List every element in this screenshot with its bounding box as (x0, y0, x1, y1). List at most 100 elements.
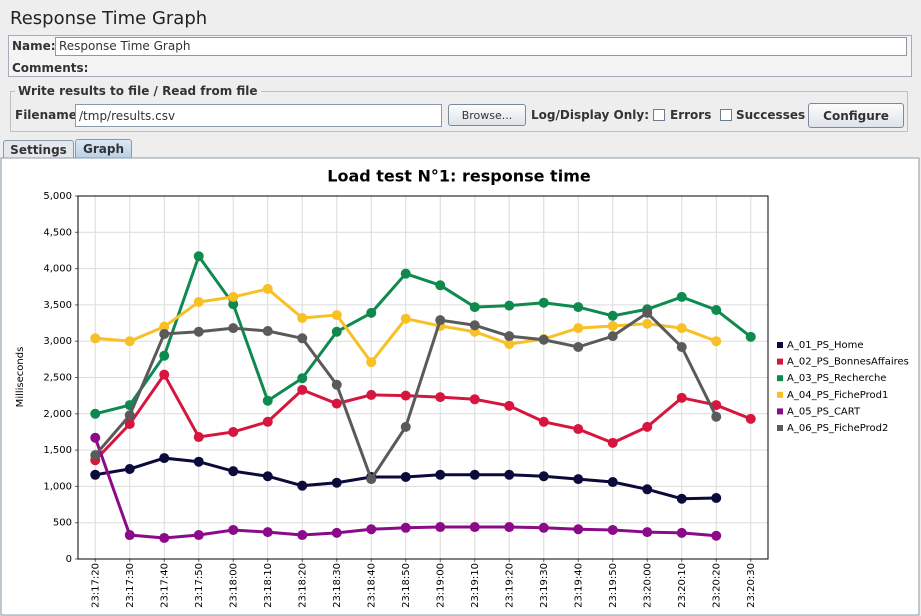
filename-input[interactable]: /tmp/results.csv (75, 104, 442, 127)
data-point (297, 312, 308, 323)
data-point (573, 424, 584, 435)
data-point (193, 326, 204, 337)
data-point (435, 522, 446, 533)
data-point (400, 313, 411, 324)
browse-button[interactable]: Browse... (448, 104, 526, 126)
data-point (124, 418, 135, 429)
y-tick-label: 2,500 (43, 373, 72, 384)
legend-label: A_02_PS_BonnesAffaires (787, 357, 909, 368)
data-point (676, 392, 687, 403)
series-line (94, 253, 752, 416)
data-point (262, 416, 273, 427)
y-tick-label: 500 (53, 518, 72, 529)
data-point (124, 530, 135, 541)
chart-title: Load test N°1: response time (327, 167, 591, 186)
y-tick-label: 4,500 (43, 227, 72, 238)
configure-button[interactable]: Configure (808, 103, 904, 128)
x-tick-label: 23:19:10 (470, 563, 481, 608)
data-point (435, 469, 446, 480)
data-point (366, 389, 377, 400)
data-point (538, 471, 549, 482)
x-tick-label: 23:19:40 (573, 563, 584, 608)
data-point (193, 251, 204, 262)
data-point (331, 326, 342, 337)
data-point (400, 471, 411, 482)
y-tick-label: 4,000 (43, 264, 72, 275)
legend-label: A_01_PS_Home (787, 340, 863, 351)
data-point (676, 342, 687, 353)
x-tick-label: 23:19:50 (608, 563, 619, 608)
data-point (366, 307, 377, 318)
data-point (676, 493, 687, 504)
data-point (331, 310, 342, 321)
data-point (676, 291, 687, 302)
data-point (538, 522, 549, 533)
legend-label: A_05_PS_CART (787, 406, 861, 417)
legend-swatch (777, 342, 783, 348)
data-point (469, 320, 480, 331)
data-point (193, 296, 204, 307)
y-tick-label: 5,000 (43, 191, 72, 202)
y-tick-label: 0 (66, 554, 72, 565)
data-point (607, 524, 618, 535)
x-tick-label: 23:18:40 (366, 563, 377, 608)
data-point (193, 530, 204, 541)
y-tick-label: 3,000 (43, 336, 72, 347)
data-point (331, 379, 342, 390)
data-point (159, 350, 170, 361)
file-group (10, 91, 908, 132)
legend-label: A_04_PS_FicheProd1 (787, 390, 888, 401)
comments-label: Comments: (12, 61, 89, 75)
data-point (573, 302, 584, 313)
x-tick-label: 23:18:50 (401, 563, 412, 608)
legend-swatch (777, 358, 783, 365)
y-tick-label: 2,000 (43, 409, 72, 420)
data-point (262, 326, 273, 337)
data-point (642, 527, 653, 538)
data-point (159, 369, 170, 380)
settings-tab[interactable]: Settings (3, 140, 74, 158)
data-point (90, 469, 101, 480)
errors-label: Errors (670, 108, 712, 122)
data-point (90, 408, 101, 419)
x-tick-label: 23:20:20 (711, 563, 722, 608)
file-group-legend: Write results to file / Read from file (15, 84, 261, 98)
data-point (469, 469, 480, 480)
data-point (573, 524, 584, 535)
data-point (124, 336, 135, 347)
name-input[interactable]: Response Time Graph (55, 37, 907, 56)
data-point (538, 297, 549, 308)
successes-checkbox[interactable] (720, 109, 732, 121)
data-point (366, 357, 377, 368)
data-point (297, 333, 308, 344)
x-tick-label: 23:17:50 (194, 563, 205, 608)
data-point (435, 315, 446, 326)
data-point (573, 323, 584, 334)
graph-tab[interactable]: Graph (75, 139, 132, 159)
data-point (504, 469, 515, 480)
data-point (642, 307, 653, 318)
data-point (745, 331, 756, 342)
data-point (400, 522, 411, 533)
legend-swatch (777, 408, 783, 415)
data-point (193, 456, 204, 467)
data-point (711, 530, 722, 541)
legend-swatch (777, 375, 783, 382)
data-point (297, 373, 308, 384)
data-point (504, 522, 515, 533)
data-point (297, 480, 308, 491)
data-point (124, 410, 135, 421)
data-point (435, 280, 446, 291)
data-point (469, 522, 480, 533)
data-point (297, 530, 308, 541)
data-point (607, 310, 618, 321)
data-point (159, 532, 170, 543)
data-point (262, 395, 273, 406)
data-point (607, 437, 618, 448)
panel-title: Response Time Graph (10, 8, 208, 29)
data-point (228, 426, 239, 437)
data-point (228, 466, 239, 477)
errors-checkbox[interactable] (653, 109, 665, 121)
data-point (90, 432, 101, 443)
